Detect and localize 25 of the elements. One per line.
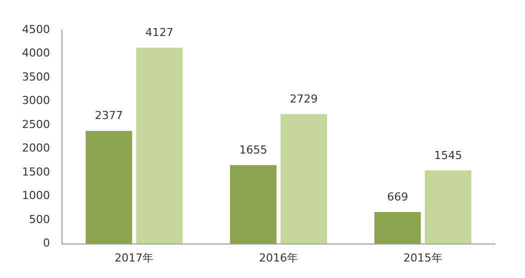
y-tick-label: 2500 bbox=[22, 118, 50, 131]
x-tick-label: 2017年 bbox=[114, 251, 154, 264]
bar bbox=[86, 130, 132, 244]
data-label: 2377 bbox=[94, 109, 123, 122]
data-label: 1655 bbox=[239, 144, 268, 157]
data-label: 669 bbox=[387, 190, 408, 204]
y-tick-label: 4000 bbox=[22, 46, 50, 60]
y-tick-label: 2000 bbox=[22, 142, 50, 155]
x-tick-label: 2016年 bbox=[258, 251, 298, 264]
bar bbox=[374, 212, 421, 244]
data-label: 1545 bbox=[434, 148, 462, 162]
y-tick-label: 4500 bbox=[22, 22, 50, 36]
bar bbox=[230, 165, 276, 244]
y-tick-label: 500 bbox=[28, 212, 50, 226]
y-tick-label: 1500 bbox=[22, 165, 50, 178]
bar bbox=[136, 48, 183, 244]
y-tick-label: 0 bbox=[42, 236, 50, 250]
x-tick-label: 2015年 bbox=[403, 251, 442, 264]
bar bbox=[424, 170, 472, 244]
data-label: 2729 bbox=[290, 92, 318, 106]
data-label: 4127 bbox=[145, 26, 174, 40]
y-tick-label: 1000 bbox=[22, 189, 50, 202]
y-tick-label: 3000 bbox=[22, 94, 50, 108]
y-tick-label: 3500 bbox=[22, 70, 50, 84]
bar bbox=[280, 114, 327, 244]
